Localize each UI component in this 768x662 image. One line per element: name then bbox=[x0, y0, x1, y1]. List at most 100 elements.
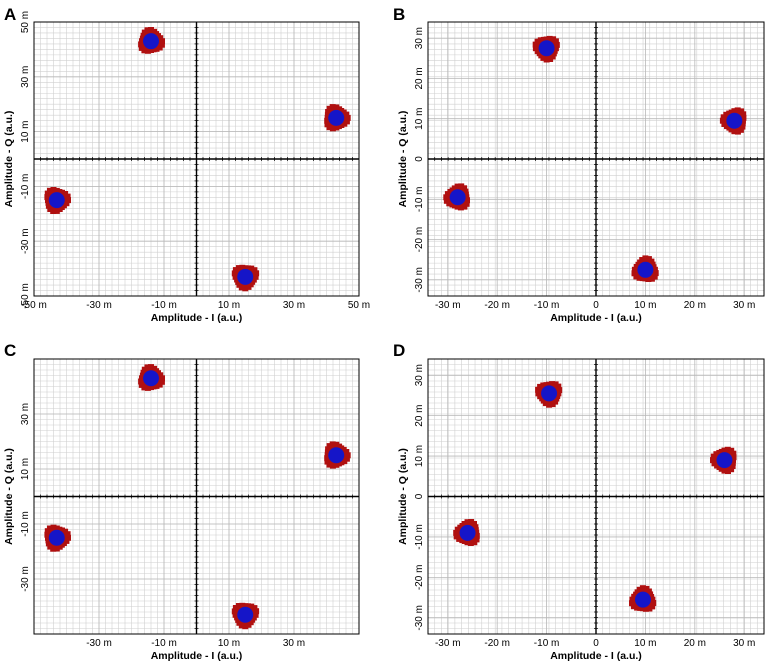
noise-sample bbox=[719, 117, 726, 124]
y-tick-label: 0 bbox=[414, 156, 425, 162]
noise-sample bbox=[138, 381, 145, 388]
y-tick-label: -10 m bbox=[20, 511, 31, 537]
noise-sample bbox=[443, 197, 450, 204]
noise-sample bbox=[532, 45, 539, 52]
noise-sample bbox=[471, 539, 478, 546]
constellation-point-core bbox=[449, 189, 466, 206]
noise-sample bbox=[50, 524, 57, 531]
noise-sample bbox=[64, 193, 71, 200]
y-tick-label: 20 m bbox=[414, 67, 425, 89]
x-tick-label: -10 m bbox=[534, 638, 560, 649]
noise-sample bbox=[725, 468, 731, 474]
noise-sample bbox=[329, 462, 336, 469]
y-axis-title: Amplitude - Q (a.u.) bbox=[3, 111, 15, 208]
constellation-point bbox=[453, 519, 480, 546]
constellation-point-core bbox=[48, 529, 65, 546]
noise-sample bbox=[144, 364, 151, 371]
noise-sample bbox=[53, 207, 60, 214]
noise-sample bbox=[326, 443, 333, 450]
noise-sample bbox=[639, 585, 646, 592]
noise-sample bbox=[324, 458, 331, 465]
y-tick-label: -10 m bbox=[414, 524, 425, 550]
noise-sample bbox=[251, 267, 258, 274]
panel-b: B -30 m -20 m -10 m 0 10 m 20 m 30 m 30 m 20 m 10 … bbox=[393, 5, 765, 324]
noise-sample bbox=[253, 608, 260, 615]
noise-sample bbox=[329, 441, 336, 448]
constellation-point-core bbox=[237, 606, 254, 623]
constellation-point-core bbox=[237, 268, 254, 285]
panel-a: A -50 m -30 m -10 m 10 m 30 m 50 m 50 m 30 m 10 m… bbox=[3, 5, 370, 324]
noise-sample bbox=[344, 114, 351, 121]
noise-sample bbox=[457, 204, 464, 211]
constellation-point-core bbox=[143, 33, 159, 50]
y-axis-title: Amplitude - Q (a.u.) bbox=[397, 111, 409, 208]
noise-sample bbox=[53, 545, 60, 552]
noise-sample bbox=[144, 27, 151, 34]
noise-sample bbox=[443, 194, 450, 201]
x-tick-label: 30 m bbox=[283, 300, 305, 311]
noise-sample bbox=[467, 540, 474, 546]
noise-sample bbox=[47, 543, 54, 550]
noise-sample bbox=[555, 383, 562, 390]
panel-letter: C bbox=[4, 341, 16, 360]
noise-sample bbox=[454, 183, 461, 190]
y-tick-label: -30 m bbox=[414, 267, 425, 293]
constellation-point bbox=[138, 27, 165, 54]
y-tick-label: -30 m bbox=[414, 605, 425, 631]
y-tick-label: 50 m bbox=[20, 11, 31, 33]
y-tick-label: 0 bbox=[414, 493, 425, 499]
noise-sample bbox=[242, 285, 249, 292]
x-tick-label: 30 m bbox=[733, 300, 755, 311]
constellation-point-core bbox=[143, 370, 159, 387]
noise-sample bbox=[231, 270, 238, 277]
noise-sample bbox=[329, 125, 336, 132]
noise-sample bbox=[324, 121, 331, 128]
y-tick-label: -30 m bbox=[20, 566, 31, 592]
y-tick-label: 30 m bbox=[20, 403, 31, 425]
x-axis-title: Amplitude - I (a.u.) bbox=[550, 650, 642, 662]
noise-sample bbox=[235, 265, 242, 272]
noise-sample bbox=[553, 41, 560, 48]
x-tick-label: -30 m bbox=[435, 300, 461, 311]
constellation-point bbox=[443, 183, 470, 211]
noise-sample bbox=[629, 600, 635, 607]
noise-sample bbox=[537, 383, 544, 390]
noise-sample bbox=[461, 185, 468, 192]
noise-sample bbox=[65, 534, 71, 541]
noise-sample bbox=[710, 457, 716, 464]
noise-sample bbox=[47, 206, 54, 212]
x-tick-label: 20 m bbox=[684, 300, 706, 311]
x-tick-label: 10 m bbox=[218, 300, 240, 311]
y-tick-label: -10 m bbox=[20, 174, 31, 200]
constellation-point bbox=[44, 524, 71, 552]
x-tick-label: -50 m bbox=[21, 300, 47, 311]
noise-sample bbox=[549, 401, 556, 408]
noise-sample bbox=[453, 529, 460, 536]
noise-sample bbox=[231, 608, 238, 615]
x-tick-label: -10 m bbox=[151, 300, 177, 311]
panel-c: C -30 m -10 m 10 m 30 m 30 m 10 m -10 m -30 m Amp… bbox=[3, 341, 360, 662]
x-tick-label: 20 m bbox=[684, 638, 706, 649]
constellation-point-core bbox=[538, 40, 555, 57]
y-tick-label: -30 m bbox=[20, 228, 31, 254]
x-tick-label: 10 m bbox=[634, 300, 656, 311]
noise-sample bbox=[461, 203, 468, 210]
constellation-point bbox=[532, 35, 560, 63]
x-tick-label: 30 m bbox=[283, 638, 305, 649]
x-tick-label: 10 m bbox=[218, 638, 240, 649]
constellation-point bbox=[44, 187, 71, 214]
noise-sample bbox=[740, 111, 747, 118]
panel-letter: A bbox=[4, 5, 16, 24]
noise-sample bbox=[326, 105, 333, 112]
noise-sample bbox=[633, 273, 640, 280]
constellation-point bbox=[535, 381, 563, 408]
noise-sample bbox=[329, 104, 336, 111]
noise-sample bbox=[652, 270, 659, 277]
constellation-point-core bbox=[637, 261, 654, 278]
noise-sample bbox=[343, 111, 350, 118]
constellation-point-core bbox=[716, 452, 733, 469]
noise-sample bbox=[724, 446, 731, 453]
y-tick-label: 30 m bbox=[414, 364, 425, 386]
noise-sample bbox=[253, 270, 260, 277]
